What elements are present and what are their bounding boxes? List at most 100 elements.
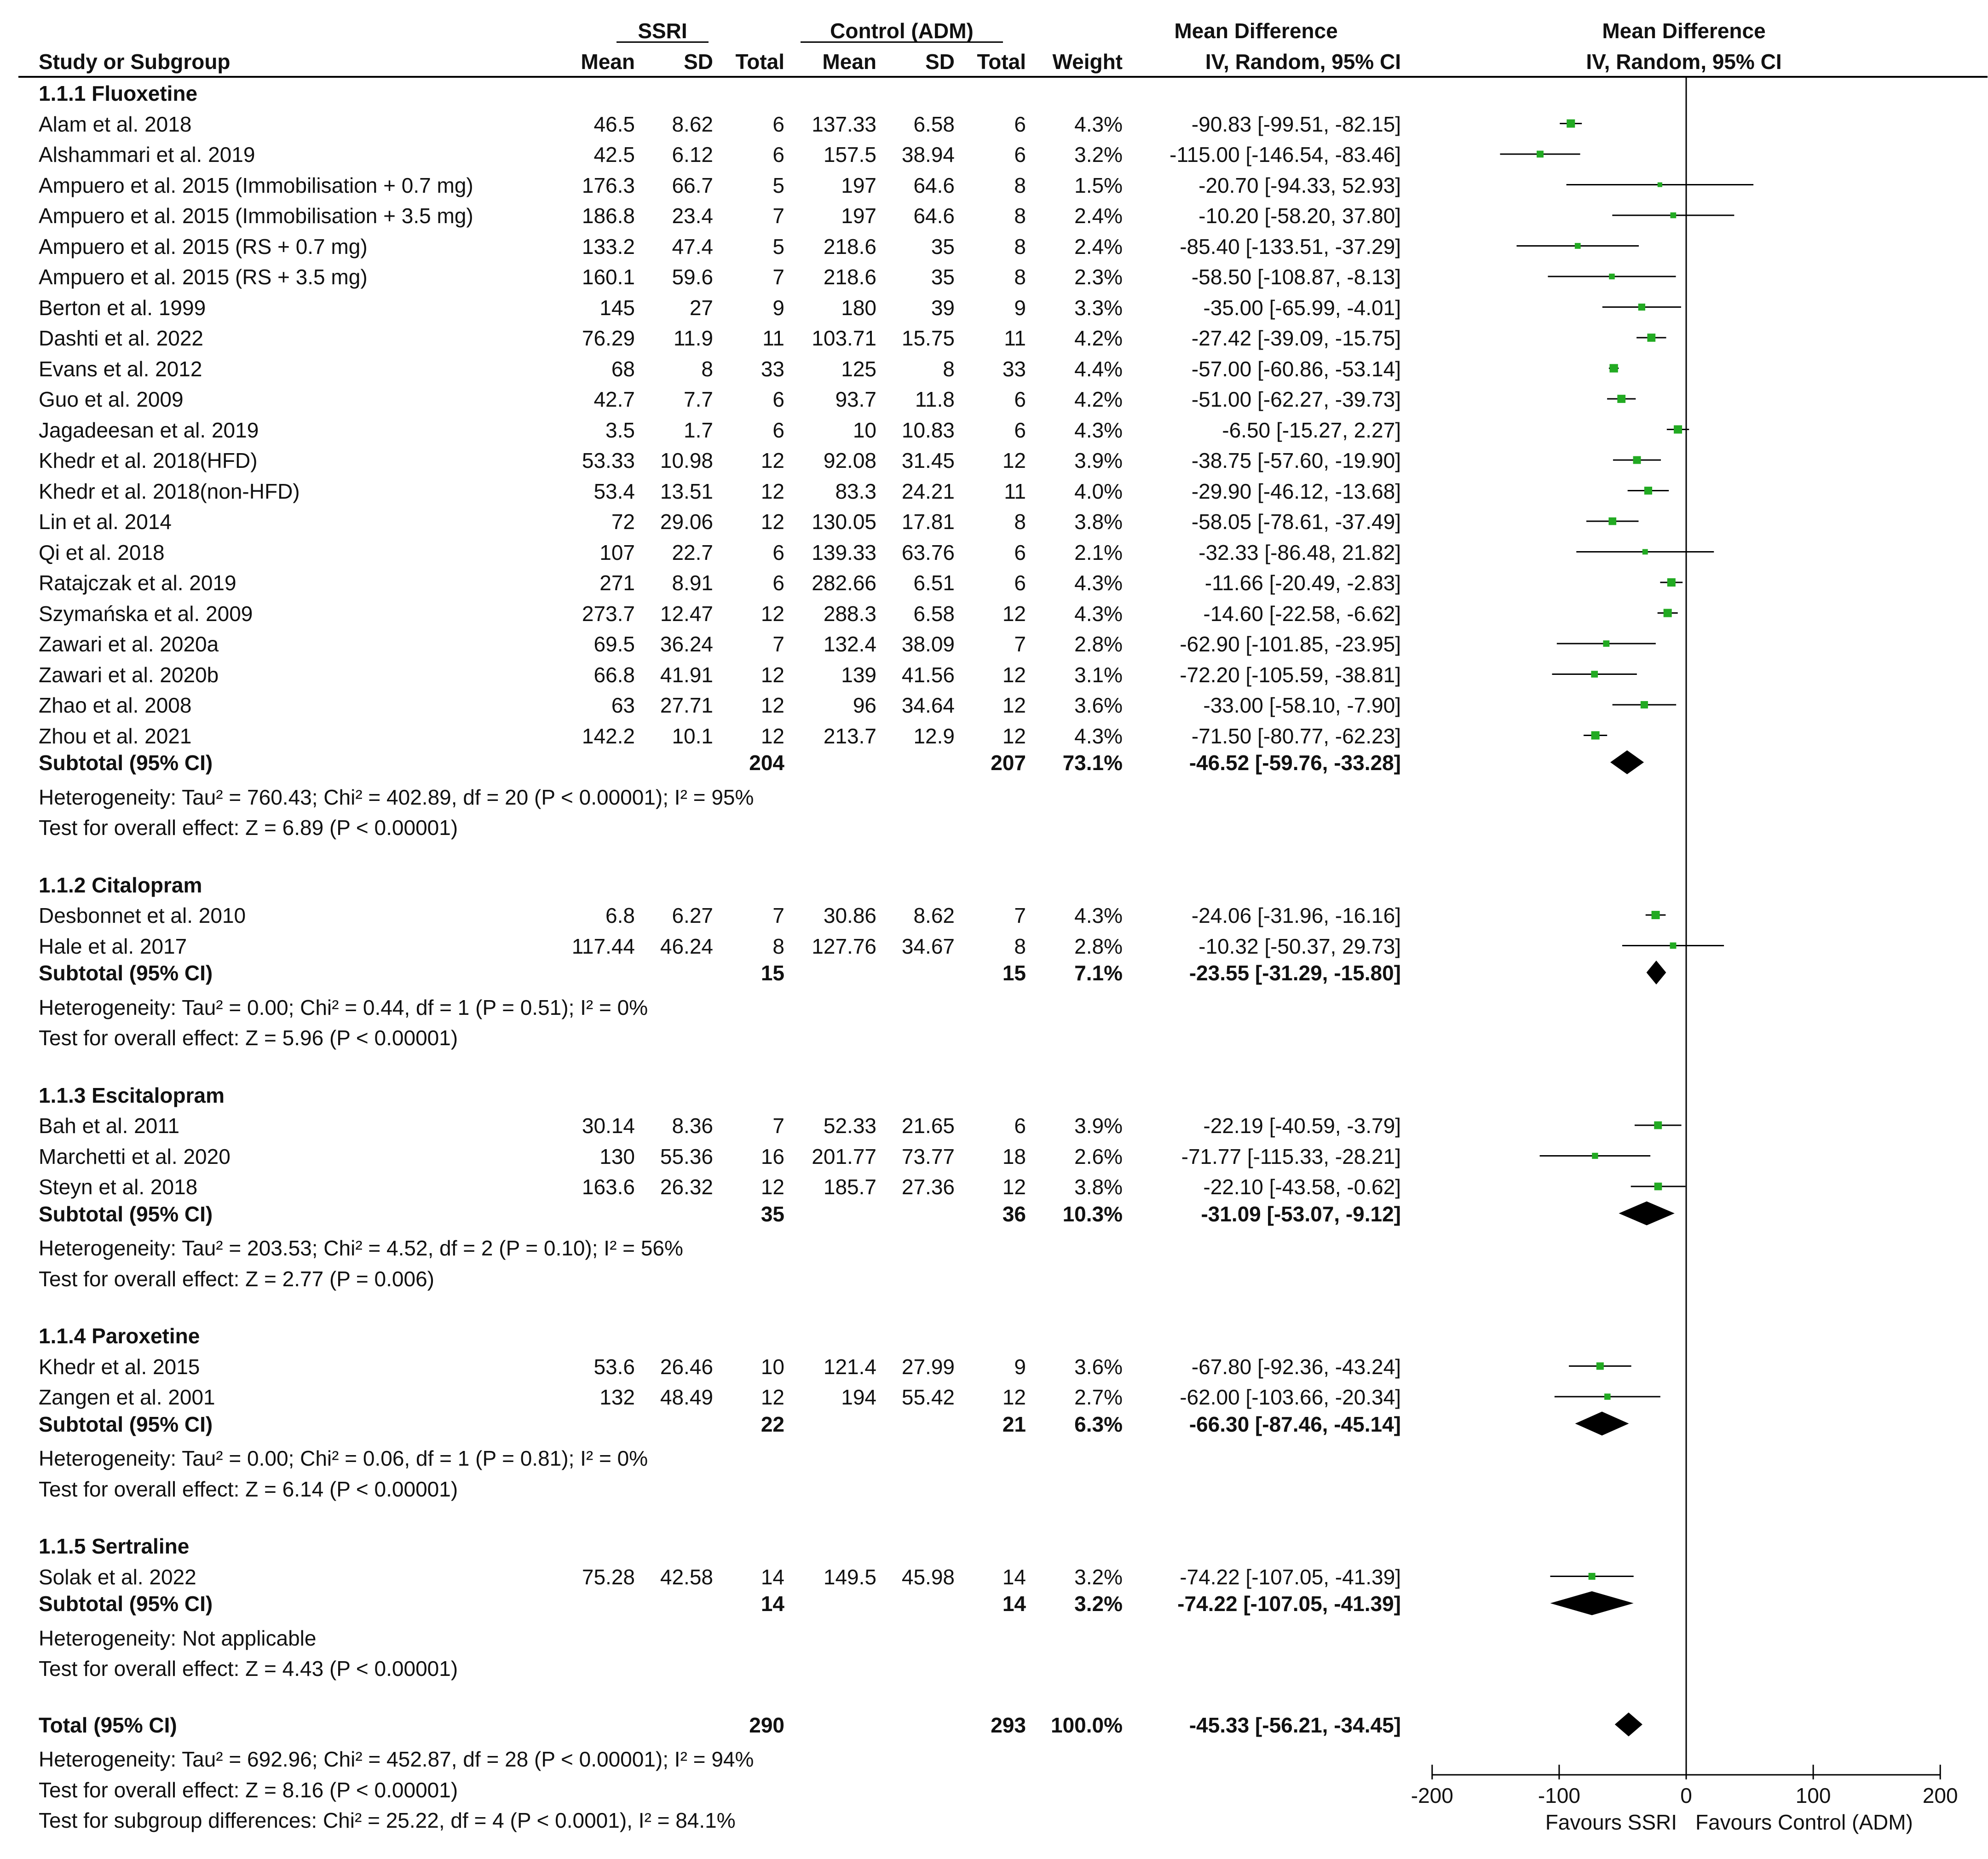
control-sd: 21.65 bbox=[901, 1114, 955, 1138]
ssri-sd: 11.9 bbox=[673, 326, 713, 350]
weight-value: 3.6% bbox=[1074, 1354, 1123, 1379]
header-ssri: SSRI bbox=[638, 19, 687, 43]
ssri-mean: 66.8 bbox=[594, 662, 635, 687]
ssri-sd: 41.91 bbox=[660, 662, 713, 687]
study-name: Lin et al. 2014 bbox=[39, 510, 172, 534]
control-total: 207 bbox=[991, 751, 1026, 775]
study-name: Ratajczak et al. 2019 bbox=[39, 571, 236, 595]
ssri-total: 33 bbox=[761, 357, 784, 381]
control-total: 33 bbox=[1002, 357, 1026, 381]
control-sd: 35 bbox=[931, 265, 955, 289]
effect-square bbox=[1642, 549, 1648, 555]
mean-difference-ci: -35.00 [-65.99, -4.01] bbox=[1203, 295, 1401, 320]
study-name: Zhao et al. 2008 bbox=[39, 693, 192, 717]
control-sd: 55.42 bbox=[901, 1385, 955, 1409]
ssri-mean: 6.8 bbox=[605, 904, 635, 927]
ssri-total: 12 bbox=[761, 601, 784, 626]
control-total: 7 bbox=[1014, 632, 1026, 656]
mean-difference-ci: -10.20 [-58.20, 37.80] bbox=[1199, 204, 1401, 228]
control-mean: 218.6 bbox=[823, 234, 876, 259]
header-mean-ssri: Mean bbox=[581, 50, 635, 74]
study-name: Khedr et al. 2018(non-HFD) bbox=[39, 479, 300, 503]
effect-square bbox=[1567, 119, 1575, 128]
heterogeneity-text: Heterogeneity: Tau² = 0.00; Chi² = 0.44,… bbox=[39, 995, 648, 1019]
weight-value: 3.8% bbox=[1074, 1175, 1123, 1199]
control-mean: 157.5 bbox=[823, 143, 876, 167]
control-sd: 6.58 bbox=[913, 112, 955, 136]
study-name: Berton et al. 1999 bbox=[39, 295, 206, 320]
effect-square bbox=[1608, 517, 1617, 525]
heterogeneity-text: Heterogeneity: Tau² = 203.53; Chi² = 4.5… bbox=[39, 1236, 683, 1260]
ssri-total: 15 bbox=[761, 961, 784, 985]
study-name: Hale et al. 2017 bbox=[39, 934, 187, 958]
ssri-sd: 22.7 bbox=[672, 540, 713, 564]
weight-value: 6.3% bbox=[1074, 1412, 1123, 1436]
ssri-mean: 42.5 bbox=[594, 143, 635, 167]
control-total: 18 bbox=[1002, 1144, 1026, 1168]
control-sd: 64.6 bbox=[913, 204, 955, 228]
ssri-total: 14 bbox=[761, 1565, 784, 1589]
ssri-total: 12 bbox=[761, 662, 784, 687]
ssri-total: 35 bbox=[761, 1202, 784, 1226]
ssri-sd: 26.32 bbox=[660, 1175, 713, 1199]
ssri-total: 6 bbox=[772, 143, 784, 167]
study-name: Ampuero et al. 2015 (Immobilisation + 0.… bbox=[39, 173, 473, 197]
control-mean: 213.7 bbox=[823, 724, 876, 748]
ssri-mean: 3.5 bbox=[605, 418, 635, 442]
control-sd: 73.77 bbox=[901, 1144, 955, 1168]
control-mean: 218.6 bbox=[823, 265, 876, 289]
ssri-sd: 8 bbox=[701, 357, 713, 381]
weight-value: 4.2% bbox=[1074, 326, 1123, 350]
control-total: 12 bbox=[1002, 1175, 1026, 1199]
effect-square bbox=[1663, 609, 1672, 617]
control-mean: 201.77 bbox=[812, 1144, 876, 1168]
control-mean: 96 bbox=[853, 693, 876, 717]
control-total: 11 bbox=[1004, 326, 1026, 350]
weight-value: 3.2% bbox=[1074, 1592, 1123, 1616]
overall-effect-text: Test for overall effect: Z = 5.96 (P < 0… bbox=[39, 1026, 458, 1050]
weight-value: 3.2% bbox=[1074, 143, 1123, 167]
weight-value: 2.3% bbox=[1074, 265, 1123, 289]
subgroup-title: 1.1.4 Paroxetine bbox=[39, 1324, 200, 1348]
ssri-mean: 142.2 bbox=[582, 724, 635, 748]
subtotal-label: Subtotal (95% CI) bbox=[39, 751, 213, 775]
study-name: Qi et al. 2018 bbox=[39, 540, 165, 564]
mean-difference-ci: -27.42 [-39.09, -15.75] bbox=[1191, 326, 1401, 350]
mean-difference-ci: -71.77 [-115.33, -28.21] bbox=[1181, 1144, 1401, 1168]
mean-difference-ci: -11.66 [-20.49, -2.83] bbox=[1204, 571, 1401, 595]
study-name: Zhou et al. 2021 bbox=[39, 724, 192, 748]
ssri-sd: 7.7 bbox=[684, 387, 713, 411]
control-mean: 93.7 bbox=[835, 387, 876, 411]
x-tick-label: 200 bbox=[1922, 1784, 1958, 1807]
study-name: Ampuero et al. 2015 (Immobilisation + 3.… bbox=[39, 204, 473, 228]
study-name: Guo et al. 2009 bbox=[39, 387, 184, 411]
subtotal-label: Subtotal (95% CI) bbox=[39, 961, 213, 985]
ssri-mean: 133.2 bbox=[582, 234, 635, 259]
ssri-sd: 1.7 bbox=[684, 418, 713, 442]
ssri-sd: 8.62 bbox=[672, 112, 713, 136]
ssri-mean: 186.8 bbox=[582, 204, 635, 228]
control-sd: 39 bbox=[931, 295, 955, 320]
mean-difference-ci: -90.83 [-99.51, -82.15] bbox=[1191, 112, 1401, 136]
control-total: 8 bbox=[1014, 510, 1026, 534]
ssri-total: 12 bbox=[761, 1175, 784, 1199]
control-total: 7 bbox=[1014, 904, 1026, 927]
weight-value: 3.8% bbox=[1074, 510, 1123, 534]
control-sd: 38.94 bbox=[901, 143, 955, 167]
header-sd-control: SD bbox=[925, 50, 955, 74]
effect-square bbox=[1670, 942, 1677, 949]
header-total-control: Total bbox=[977, 50, 1026, 74]
weight-value: 4.3% bbox=[1074, 418, 1123, 442]
effect-square bbox=[1596, 1362, 1604, 1370]
weight-value: 3.6% bbox=[1074, 693, 1123, 717]
control-mean: 180 bbox=[841, 295, 876, 320]
subtotal-diamond bbox=[1646, 961, 1666, 984]
ssri-mean: 42.7 bbox=[594, 387, 635, 411]
control-total: 21 bbox=[1002, 1412, 1026, 1436]
ssri-total: 7 bbox=[772, 1114, 784, 1138]
weight-value: 4.2% bbox=[1074, 387, 1123, 411]
study-name: Solak et al. 2022 bbox=[39, 1565, 196, 1589]
header-weight: Weight bbox=[1052, 50, 1123, 74]
control-mean: 30.86 bbox=[823, 904, 876, 927]
effect-square bbox=[1654, 1121, 1662, 1129]
